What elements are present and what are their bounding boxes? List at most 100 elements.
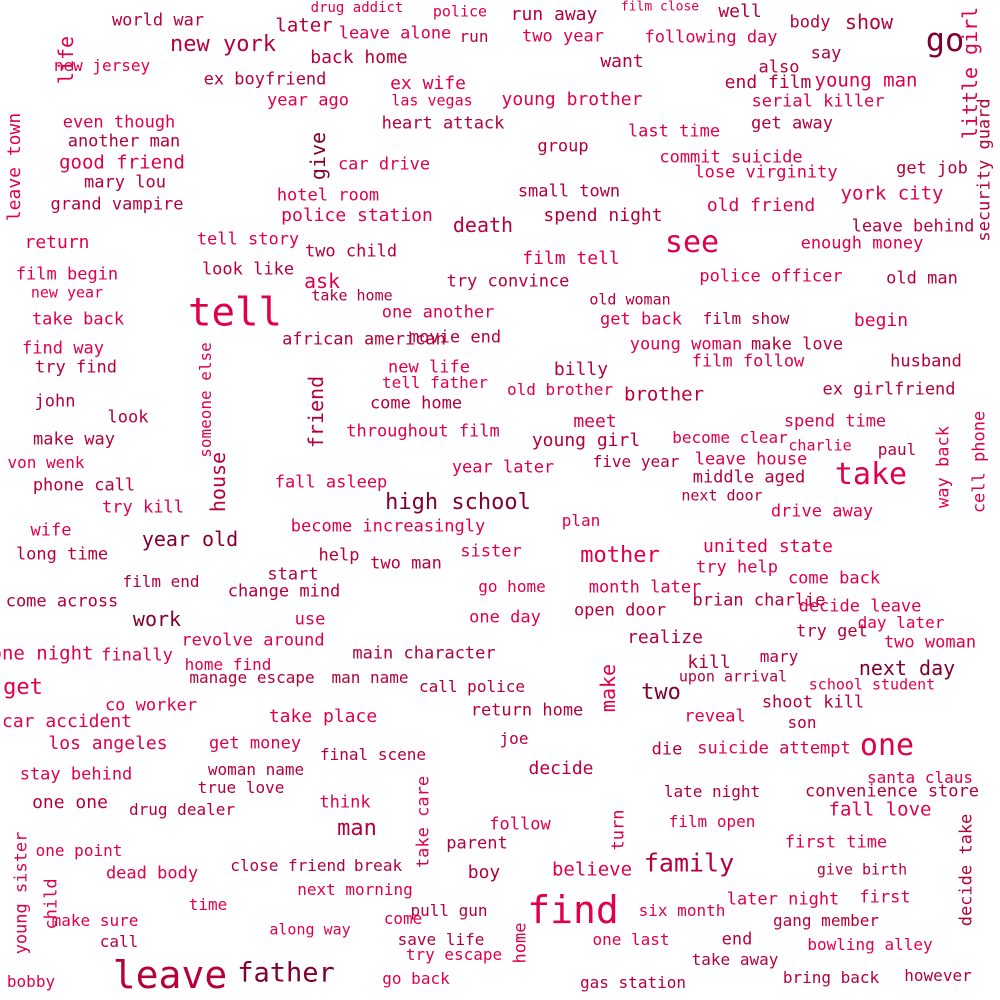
cloud-word: leave alone (338, 23, 452, 44)
cloud-word: shoot kill (761, 692, 865, 713)
cloud-word: charlie (788, 436, 852, 455)
cloud-word: new jersey (53, 56, 151, 75)
cloud-word: leave house (694, 449, 808, 470)
cloud-word: get back (600, 309, 682, 330)
cloud-word: take place (268, 706, 378, 727)
cloud-word: ex wife (390, 73, 466, 94)
cloud-word: mother (580, 543, 660, 568)
cloud-word: start (267, 564, 319, 585)
cloud-word: way back (933, 426, 954, 508)
cloud-word: ex girlfriend (822, 379, 956, 400)
cloud-word: friend (304, 375, 328, 449)
cloud-word: two (641, 680, 681, 705)
cloud-word: revolve around (181, 630, 325, 651)
cloud-word: mary (759, 647, 799, 666)
cloud-word: following day (644, 27, 778, 48)
cloud-word: final scene (320, 745, 426, 764)
cloud-word: enough money (800, 233, 924, 254)
cloud-word: last time (627, 121, 721, 142)
cloud-word: six month (638, 901, 726, 920)
cloud-word: one another (381, 302, 495, 323)
cloud-word: young sister (11, 831, 32, 955)
cloud-word: small town (517, 181, 621, 202)
cloud-word: begin (853, 310, 909, 331)
cloud-word: come back (787, 568, 881, 589)
cloud-word: later (275, 14, 333, 37)
cloud-word: film close (620, 0, 700, 15)
cloud-word: look like (201, 259, 295, 280)
cloud-word: get away (751, 113, 833, 134)
cloud-word: young brother (501, 89, 643, 110)
cloud-word: fall love (828, 798, 932, 821)
cloud-word: believe (551, 858, 633, 881)
cloud-word: home (510, 922, 531, 964)
cloud-word: united state (702, 536, 834, 557)
cloud-word: decide (528, 758, 594, 779)
cloud-word: however (904, 966, 972, 985)
cloud-word: help (318, 545, 360, 566)
cloud-word: even though (62, 112, 176, 133)
cloud-word: next door (681, 486, 763, 505)
cloud-word: new year (30, 283, 104, 302)
cloud-word: return home (470, 700, 584, 721)
cloud-word: month later (588, 577, 702, 598)
cloud-word: sister (460, 541, 522, 562)
cloud-word: drive away (770, 501, 874, 522)
cloud-word: first (859, 887, 911, 908)
cloud-word: along way (269, 920, 351, 939)
cloud-word: father (237, 957, 335, 989)
cloud-word: gas station (580, 973, 686, 992)
cloud-word: one night (0, 642, 94, 665)
cloud-word: one (859, 728, 915, 763)
cloud-word: billy (553, 359, 609, 380)
cloud-word: call police (419, 677, 525, 696)
cloud-word: house (206, 451, 230, 513)
cloud-word: car accident (1, 711, 133, 732)
cloud-word: old man (886, 268, 958, 289)
cloud-word: security guard (974, 98, 995, 242)
cloud-word: one last (592, 930, 670, 949)
cloud-word: old brother (507, 380, 613, 399)
cloud-word: try help (696, 557, 778, 578)
cloud-word: break (353, 856, 403, 875)
cloud-word: tell father (382, 373, 488, 392)
cloud-word: man name (331, 668, 409, 687)
cloud-word: santa claus (867, 768, 973, 787)
cloud-word: one point (35, 841, 123, 860)
cloud-word: son (787, 713, 817, 732)
cloud-word: two child (304, 241, 398, 262)
cloud-word: come home (369, 393, 463, 414)
cloud-word: stay behind (19, 764, 133, 785)
cloud-word: call (99, 932, 139, 951)
cloud-word: drug addict (310, 0, 404, 16)
cloud-word: plan (561, 511, 601, 530)
cloud-word: go back (382, 969, 450, 988)
cloud-word: hotel room (276, 185, 380, 206)
cloud-word: find way (22, 338, 104, 359)
cloud-word: die (651, 739, 683, 760)
cloud-word: return (24, 232, 90, 253)
cloud-word: year later (451, 457, 555, 478)
cloud-word: back home (310, 47, 408, 68)
cloud-word: film show (702, 309, 790, 328)
cloud-word: young man (814, 69, 918, 92)
cloud-word: leave town (4, 112, 25, 222)
cloud-word: new life (388, 357, 470, 378)
cloud-word: try convince (446, 271, 570, 292)
cloud-word: save life (397, 930, 485, 949)
cloud-word: middle aged (692, 467, 806, 488)
cloud-word: get (3, 675, 43, 700)
cloud-word: year old (141, 527, 239, 551)
cloud-word: main character (352, 643, 496, 664)
cloud-word: take back (31, 309, 125, 330)
cloud-word: reveal (684, 706, 746, 727)
cloud-word: finally (101, 645, 173, 666)
cloud-word: decide leave (798, 596, 922, 617)
cloud-word: lose virginity (694, 162, 838, 183)
cloud-word: say (810, 43, 842, 64)
cloud-word: dead body (105, 863, 199, 884)
cloud-word: two woman (883, 632, 977, 653)
cloud-word: paul (877, 440, 917, 459)
cloud-word: make sure (51, 911, 139, 930)
cloud-word: look (107, 407, 149, 428)
